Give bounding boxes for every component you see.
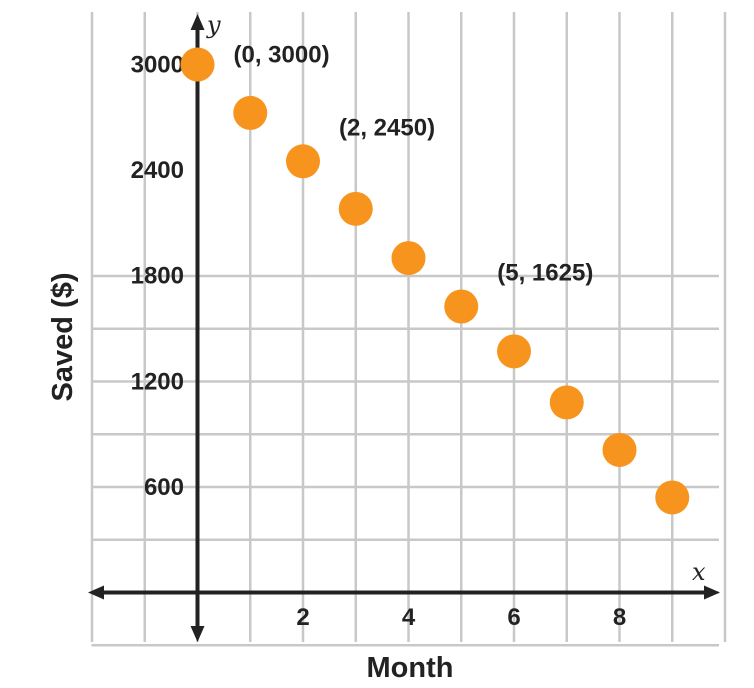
data-point — [180, 47, 215, 82]
data-point — [233, 95, 268, 130]
axes — [88, 14, 720, 642]
x-axis-label: Month — [367, 652, 454, 684]
y-tick-label: 3000 — [131, 52, 184, 79]
y-tick-label: 2400 — [131, 157, 184, 184]
x-tick-label: 2 — [296, 604, 309, 631]
x-tick-label: 8 — [613, 604, 626, 631]
y-axis-letter: y — [206, 11, 221, 39]
data-point — [549, 385, 584, 420]
tick-labels: 2 4 6 8 600 1200 1800 2400 3000 — [131, 52, 627, 632]
data-point — [655, 480, 690, 515]
y-axis-arrow-down — [190, 626, 205, 642]
data-point — [286, 144, 320, 179]
x-tick-label: 6 — [507, 604, 520, 631]
point-annotation: (0, 3000) — [234, 42, 330, 69]
point-annotation: (5, 1625) — [497, 260, 593, 287]
y-axis-arrow-up — [190, 14, 205, 30]
y-axis-label: Saved ($) — [47, 273, 79, 402]
x-tick-label: 4 — [402, 604, 416, 631]
data-point — [602, 432, 637, 467]
grid — [90, 12, 727, 647]
point-annotation: (2, 2450) — [339, 114, 435, 141]
data-point — [444, 289, 479, 324]
x-axis-arrow-right — [704, 585, 720, 600]
data-point — [497, 334, 531, 369]
data-points — [180, 47, 690, 515]
y-tick-label: 1200 — [131, 368, 184, 395]
x-axis-arrow-left — [88, 585, 104, 600]
y-tick-label: 1800 — [131, 263, 184, 290]
data-point — [391, 241, 426, 276]
data-point — [338, 191, 373, 226]
y-tick-label: 600 — [144, 474, 184, 501]
x-axis-letter: x — [692, 558, 706, 586]
annotations: (0, 3000) (2, 2450) (5, 1625) — [234, 42, 594, 287]
